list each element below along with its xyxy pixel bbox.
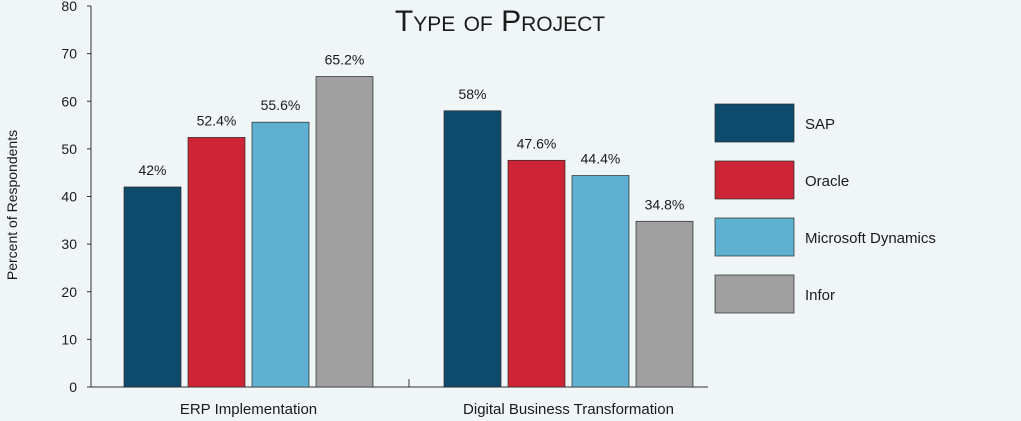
bar-sap-1 bbox=[123, 186, 182, 388]
legend-swatch-microsoft-dynamics bbox=[714, 217, 795, 257]
y-tick-label: 80 bbox=[61, 0, 77, 14]
y-tick-label: 70 bbox=[61, 46, 77, 62]
legend-label: Oracle bbox=[805, 173, 849, 190]
bar-oracle-1 bbox=[187, 137, 246, 388]
bar-microsoft-dynamics-2 bbox=[571, 175, 630, 388]
legend-label: SAP bbox=[805, 116, 835, 133]
bar-sap-2 bbox=[443, 110, 502, 388]
bar-value-label: 58% bbox=[458, 86, 486, 102]
legend: SAP Oracle Microsoft Dynamics Infor bbox=[714, 103, 936, 314]
y-tick-label: 40 bbox=[61, 189, 77, 205]
bar-value-label: 65.2% bbox=[325, 51, 365, 67]
chart-title: Type of Project bbox=[395, 5, 605, 38]
bar-microsoft-dynamics-1 bbox=[251, 121, 310, 388]
bar-value-label: 52.4% bbox=[197, 112, 237, 128]
legend-swatch-sap bbox=[714, 103, 795, 143]
legend-label: Microsoft Dynamics bbox=[805, 230, 936, 247]
bar-value-label: 42% bbox=[138, 162, 166, 178]
y-tick-label: 10 bbox=[61, 331, 77, 347]
y-tick-label: 30 bbox=[61, 236, 77, 252]
legend-swatch-oracle bbox=[714, 160, 795, 200]
x-tick-label: ERP Implementation bbox=[180, 401, 317, 418]
y-tick-label: 0 bbox=[69, 379, 77, 395]
bar-infor-1 bbox=[315, 76, 374, 388]
bar-value-label: 47.6% bbox=[517, 135, 557, 151]
bar-value-label: 34.8% bbox=[645, 196, 685, 212]
bar-value-label: 44.4% bbox=[581, 151, 621, 167]
legend-swatch-infor bbox=[714, 274, 795, 314]
y-axis-label: Percent of Respondents bbox=[4, 130, 20, 280]
y-tick-label: 50 bbox=[61, 141, 77, 157]
bar-oracle-2 bbox=[507, 159, 566, 388]
y-tick-label: 60 bbox=[61, 93, 77, 109]
legend-label: Infor bbox=[805, 287, 835, 304]
bars-group: 42% 52.4% 55.6% 65.2% ERP Implementation 58% 4… bbox=[123, 51, 694, 418]
bar-infor-2 bbox=[635, 220, 694, 388]
x-tick-label: Digital Business Transformation bbox=[463, 401, 674, 418]
bar-value-label: 55.6% bbox=[261, 97, 301, 113]
y-tick-label: 20 bbox=[61, 284, 77, 300]
